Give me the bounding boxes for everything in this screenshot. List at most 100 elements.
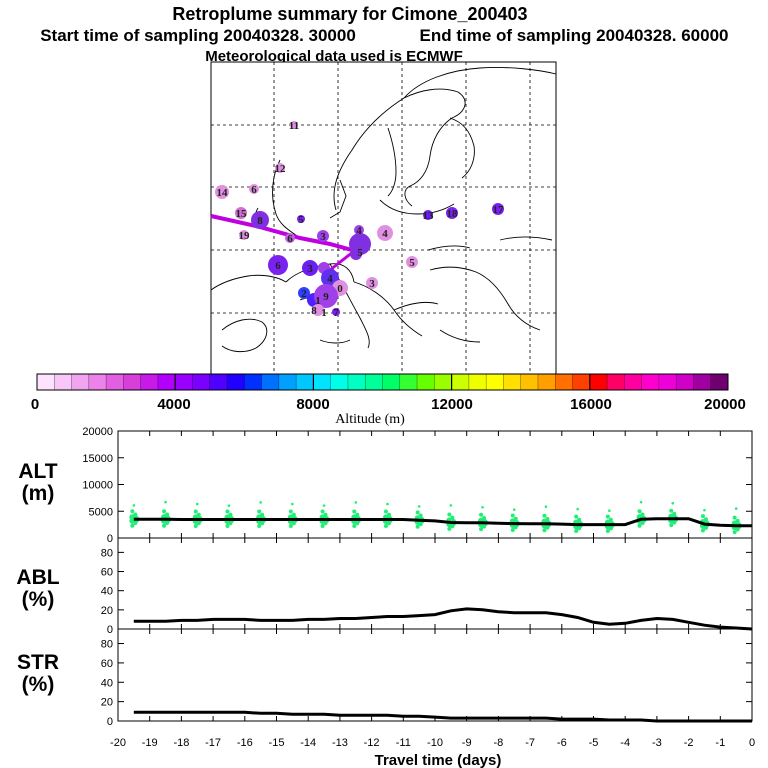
colorbar-tick-label: 0 [31,396,39,413]
cluster-circle [297,215,305,223]
cluster-label: 3 [320,231,326,243]
y-tick-label: 0 [107,624,113,636]
cluster-circle [251,211,269,229]
altitude-sample-dot [700,528,705,533]
altitude-sample-dot [228,512,233,517]
altitude-sample-dot [415,524,420,529]
colorbar-swatch [486,374,504,390]
altitude-sample-dot [703,517,708,522]
altitude-sample-dot [165,512,170,517]
colorbar-swatch [607,374,625,390]
x-tick-label: -7 [525,737,535,749]
cluster-circle [314,284,338,308]
cluster-labels: 11 12 14 6 15 8 5 19 6 3 4 4 6 5 3 5 4 3… [217,120,505,319]
altitude-sample-dot [195,502,199,506]
cluster-label: 13 [423,210,435,222]
cluster-label: 4 [327,273,333,285]
colorbar-swatch [710,374,729,390]
x-tick-label: -6 [557,737,567,749]
colorbar-swatch [434,374,452,390]
altitude-sample-dot [257,509,262,514]
x-axis: -20 -19 -18 -17 -16 -15 -14 -13 -12 -11 -10 -9 -8 -7-… [110,737,755,749]
altitude-sample-dot [574,529,579,534]
altitude-sample-dot [418,513,423,518]
altitude-sample-dot [320,509,325,514]
colorbar-swatch [555,374,573,390]
altitude-sample-dot [386,512,391,517]
cluster-circle [492,203,504,215]
cluster-label: 5 [298,214,304,226]
altitude-sample-dot [672,511,677,516]
altitude-sample-dot [481,505,484,509]
altitude-sample-dot [227,504,231,507]
altitude-sample-dot [510,513,515,518]
cluster-label: 5 [357,247,363,259]
altitude-sample-dot [669,523,674,528]
y-tick-label: 40 [101,586,113,598]
y-tick-label: 60 [101,658,113,670]
str-panel-label: STR [17,651,59,674]
cluster-circle [406,256,418,268]
altitude-sample-dot [512,508,516,511]
abl-panel-unit: (%) [22,588,55,611]
x-tick-label: -19 [142,737,158,749]
y-tick-label: 60 [101,567,113,579]
colorbar-swatch [106,374,124,390]
colorbar-swatch [88,374,107,390]
altitude-sample-dot [288,523,293,528]
altitude-sample-dot [576,507,579,511]
altitude-sample-dot [545,517,550,522]
y-tick-label: 20 [101,697,113,709]
altitude-sample-dot [352,523,357,528]
series-line [133,517,752,528]
colorbar-swatch [37,374,55,390]
altitude-sample-dot [608,517,613,522]
altitude-sample-dot [639,500,643,504]
cluster-circle [377,225,393,241]
altitude-sample-dot [450,515,455,520]
altitude-sample-dot [732,530,737,535]
altitude-sample-dot [734,507,738,510]
cluster-label: 6 [287,233,293,245]
cluster-label: 11 [289,120,299,132]
cluster-circle [354,225,364,235]
altitude-sample-dot [417,505,421,508]
x-tick-label: -15 [269,737,285,749]
str-panel-unit: (%) [22,673,55,696]
x-tick-label: -13 [332,737,348,749]
cluster-circle [275,163,285,173]
x-tick-label: -17 [205,737,221,749]
cluster-circle [332,308,340,316]
str-plot-panel: 0 20 40 60 80 [101,628,753,728]
cluster-label: 5 [409,257,415,269]
abl-plot-panel: 0 20 40 60 80 [101,537,753,636]
figure-title: Retroplume summary for Cimone_200403 [172,4,527,24]
colorbar-swatch [157,374,176,390]
cluster-circle [423,210,433,220]
altitude-sample-dot [259,501,262,504]
altitude-sample-dot [513,516,518,521]
colorbar-swatch [399,374,418,390]
cluster-label: 6 [251,184,257,196]
alt-panel-label: ALT [18,460,57,483]
cluster-circle [290,121,298,129]
colorbar-swatch [451,374,470,390]
x-tick-label: -11 [396,737,411,749]
colorbar-swatch [278,374,297,390]
altitude-sample-dot [447,512,452,517]
altitude-sample-dot [193,523,198,528]
y-tick-label: 40 [101,677,113,689]
cluster-label: 12 [275,163,287,175]
altitude-sample-dot [574,514,579,519]
colorbar-swatch [261,374,280,390]
altitude-sample-dot [322,504,326,507]
cluster-label: 4 [356,225,362,237]
cluster-label: 6 [275,260,281,272]
abl-panel-label: ABL [16,566,59,589]
y-tick-label: 80 [101,547,113,559]
series-line [133,607,753,631]
altitude-sample-dot [640,512,645,517]
y-tick-label: 20000 [82,426,113,438]
cluster-circle [298,287,310,299]
altitude-sample-dot [162,509,167,514]
